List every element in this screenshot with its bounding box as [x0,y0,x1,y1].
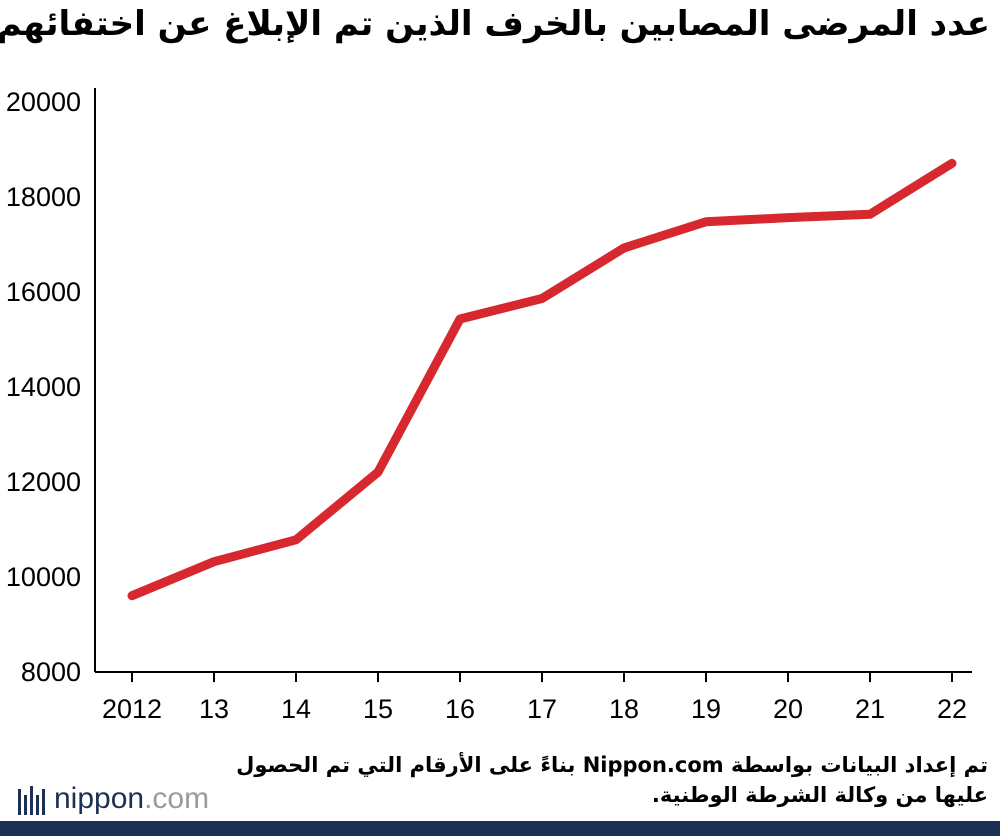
chart-title: عدد المرضى المصابين بالخرف الذين تم الإب… [0,4,990,44]
source-note: تم إعداد البيانات بواسطة Nippon.com بناء… [200,750,988,811]
nippon-logo-bars-icon [18,783,46,815]
svg-text:22: 22 [937,694,967,724]
svg-text:16: 16 [445,694,475,724]
svg-text:21: 21 [855,694,885,724]
nippon-logo: nippon.com [18,782,209,816]
svg-text:19: 19 [691,694,721,724]
svg-text:20: 20 [773,694,803,724]
line-chart: 8000 10000 12000 14000 16000 18000 20000 2012 13… [0,72,1000,732]
nippon-logo-text: nippon.com [54,782,209,816]
svg-text:20000: 20000 [6,87,81,117]
svg-text:2012: 2012 [102,694,162,724]
svg-text:18: 18 [609,694,639,724]
bottom-accent-bar [0,821,1000,836]
nippon-logo-text-suffix: .com [144,782,210,815]
svg-text:10000: 10000 [6,562,81,592]
svg-text:13: 13 [199,694,229,724]
svg-text:12000: 12000 [6,467,81,497]
line-chart-svg: 8000 10000 12000 14000 16000 18000 20000 2012 13… [6,87,972,724]
nippon-logo-text-main: nippon [54,782,145,815]
svg-text:17: 17 [527,694,557,724]
svg-text:14: 14 [281,694,311,724]
svg-text:16000: 16000 [6,277,81,307]
source-note-line2: عليها من وكالة الشرطة الوطنية. [651,783,988,808]
svg-text:8000: 8000 [21,657,81,687]
source-note-line1: تم إعداد البيانات بواسطة Nippon.com بناء… [236,753,988,777]
svg-text:14000: 14000 [6,372,81,402]
svg-text:15: 15 [363,694,393,724]
svg-text:18000: 18000 [6,182,81,212]
